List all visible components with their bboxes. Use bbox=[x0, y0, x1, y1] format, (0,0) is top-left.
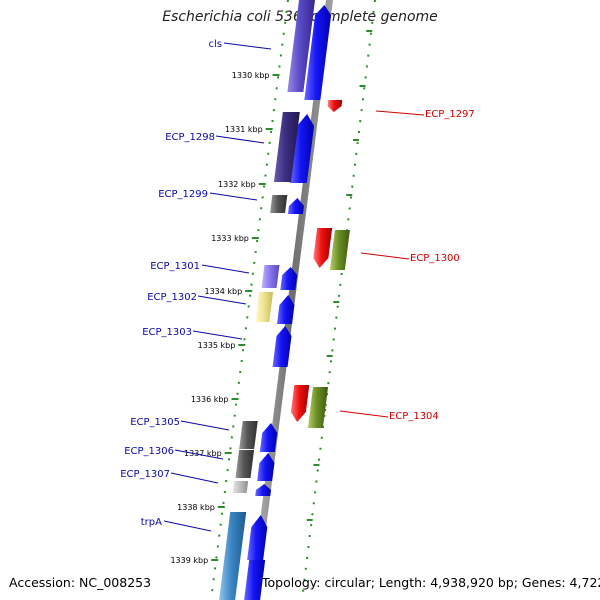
tick-label: 1333 kbp bbox=[211, 234, 249, 243]
tick-label: 1339 kbp bbox=[170, 556, 208, 565]
gene-block-cls bbox=[287, 0, 315, 92]
gene-labels: cls ECP_1298 ECP_1299 ECP_1301 ECP_1302 ECP_1… bbox=[120, 39, 475, 532]
gene-label-ecp-1304: ECP_1304 bbox=[389, 411, 439, 422]
leader-line bbox=[170, 472, 219, 484]
scale-ticks: 1330 kbp 1331 kbp 1332 kbp 1333 kbp 1334 kbp… bbox=[170, 71, 280, 565]
gene-block-ecp-1305 bbox=[239, 421, 258, 449]
tick-label: 1336 kbp bbox=[191, 395, 229, 404]
orf-arrow-forward bbox=[304, 5, 332, 100]
leader-line bbox=[375, 110, 425, 116]
leader-line bbox=[174, 449, 224, 460]
gene-label-ecp-1300: ECP_1300 bbox=[410, 253, 460, 264]
gene-features bbox=[219, 0, 350, 600]
orf-arrow-forward bbox=[287, 198, 304, 214]
gene-label-ecp-1299: ECP_1299 bbox=[158, 189, 208, 200]
tick-label: 1334 kbp bbox=[204, 287, 242, 296]
leader-line bbox=[192, 330, 243, 340]
gene-label-cls: cls bbox=[209, 39, 223, 50]
orf-arrow-forward bbox=[280, 267, 298, 290]
leader-line bbox=[339, 410, 389, 418]
gene-block-ecp-1307 bbox=[232, 481, 249, 493]
tick-label: 1338 kbp bbox=[177, 503, 215, 512]
tick-label: 1332 kbp bbox=[218, 180, 256, 189]
tick-label: 1331 kbp bbox=[225, 125, 263, 134]
gene-block-ecp-1304-partner bbox=[307, 387, 329, 428]
tick-label: 1330 kbp bbox=[232, 71, 270, 80]
topology-summary: Topology: circular; Length: 4,938,920 bp… bbox=[262, 575, 600, 590]
orf-arrow-forward bbox=[255, 484, 272, 496]
orf-arrow-forward bbox=[244, 560, 266, 600]
gene-block-ecp-1306 bbox=[235, 450, 255, 478]
leader-line bbox=[197, 295, 247, 305]
gene-block-trpa bbox=[219, 512, 247, 600]
inner-scale-track bbox=[210, 0, 289, 600]
outer-scale-track bbox=[301, 0, 376, 600]
accession-label: Accession: NC_008253 bbox=[9, 575, 152, 590]
gene-arrow-ecp-1304 bbox=[290, 385, 310, 422]
orf-arrow-forward bbox=[247, 515, 268, 560]
gene-block-ecp-1299 bbox=[270, 195, 288, 213]
gene-label-ecp-1298: ECP_1298 bbox=[165, 132, 215, 143]
gene-label-ecp-1302: ECP_1302 bbox=[147, 292, 197, 303]
gene-label-trpa: trpA bbox=[141, 517, 162, 528]
leader-line bbox=[215, 135, 265, 144]
leader-line bbox=[180, 420, 230, 431]
orf-arrow-forward bbox=[272, 326, 292, 367]
gene-label-ecp-1305: ECP_1305 bbox=[130, 417, 180, 428]
gene-label-ecp-1303: ECP_1303 bbox=[142, 327, 192, 338]
orf-arrow-forward bbox=[257, 453, 275, 481]
gene-block-ecp-1301 bbox=[261, 265, 280, 288]
orf-arrow-forward bbox=[259, 423, 278, 452]
gene-label-ecp-1306: ECP_1306 bbox=[124, 446, 174, 457]
leader-line bbox=[209, 192, 258, 201]
gene-arrow-ecp-1300 bbox=[313, 228, 333, 268]
orf-arrow-forward bbox=[277, 295, 295, 324]
gene-block-ecp-1300-partner bbox=[329, 230, 350, 270]
gene-label-ecp-1301: ECP_1301 bbox=[150, 261, 200, 272]
leader-line bbox=[163, 520, 212, 532]
gene-arrow-ecp-1297 bbox=[327, 100, 343, 112]
leader-line bbox=[360, 252, 410, 260]
gene-block-ecp-1298 bbox=[273, 112, 300, 182]
leader-line bbox=[223, 42, 272, 50]
tick-label: 1337 kbp bbox=[184, 449, 222, 458]
tick-label: 1335 kbp bbox=[198, 341, 236, 350]
orf-arrow-forward bbox=[289, 114, 315, 183]
gene-label-ecp-1307: ECP_1307 bbox=[120, 469, 170, 480]
gene-block-ecp-1302 bbox=[255, 292, 274, 322]
leader-line bbox=[201, 264, 250, 274]
gene-label-ecp-1297: ECP_1297 bbox=[425, 109, 475, 120]
